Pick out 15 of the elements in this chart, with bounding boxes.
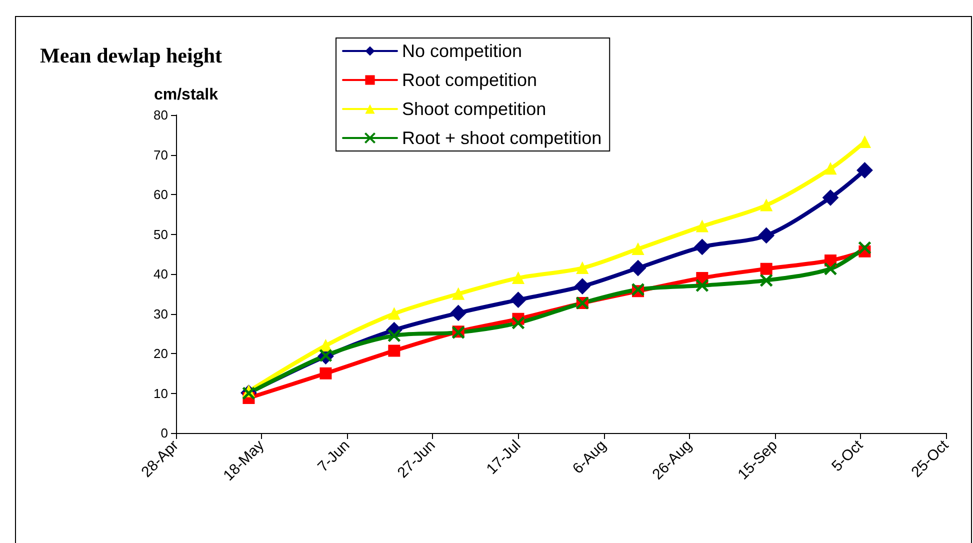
legend-label: No competition [402, 41, 522, 61]
y-tick-label: 20 [154, 346, 168, 361]
y-tick-label: 10 [154, 386, 168, 401]
y-tick-label: 30 [154, 306, 168, 322]
y-axis-title: cm/stalk [154, 86, 218, 104]
y-tick-label: 60 [154, 187, 168, 202]
chart-title: Mean dewlap height [40, 44, 222, 68]
legend-label: Root competition [402, 70, 538, 90]
legend-label: Root + shoot competition [402, 128, 602, 148]
legend-label: Shoot competition [402, 99, 546, 119]
y-tick-label: 50 [154, 226, 168, 242]
y-tick-label: 0 [160, 426, 168, 440]
y-tick-label: 70 [154, 147, 168, 162]
y-tick-label: 40 [154, 266, 168, 282]
y-tick-label: 80 [154, 108, 168, 122]
